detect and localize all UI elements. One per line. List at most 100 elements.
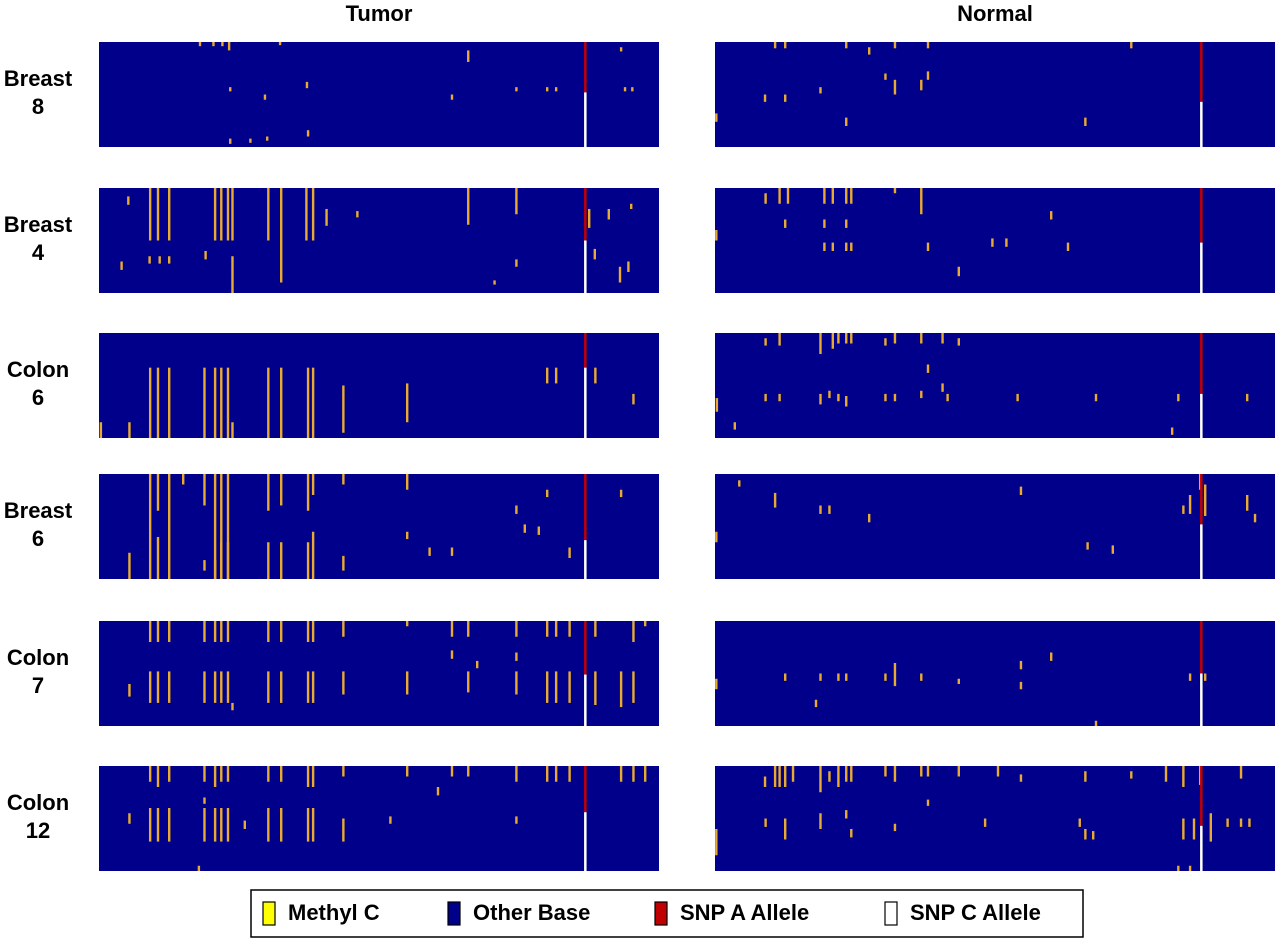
methyl-mark	[168, 474, 171, 579]
methyl-mark	[156, 367, 160, 438]
methyl-mark	[515, 766, 518, 782]
methyl-mark	[212, 42, 215, 47]
methyl-mark	[1019, 681, 1023, 690]
methyl-mark	[920, 79, 923, 91]
methyl-mark	[311, 367, 315, 438]
methyl-mark	[213, 808, 217, 842]
methyl-mark	[99, 422, 103, 438]
methyl-mark	[226, 474, 230, 579]
methyl-mark	[450, 650, 454, 659]
methyl-mark	[778, 188, 781, 204]
methyl-mark	[515, 505, 518, 514]
methyl-mark	[306, 130, 310, 137]
methyl-mark	[168, 367, 171, 438]
methyl-mark	[213, 188, 217, 241]
methyl-mark	[168, 671, 171, 703]
methyl-mark	[627, 261, 630, 272]
snp-a-allele	[584, 333, 587, 368]
methyl-mark	[204, 251, 207, 260]
methyl-mark	[325, 209, 328, 226]
methyl-mark	[594, 621, 597, 637]
methyl-mark	[845, 42, 848, 49]
methyl-mark	[554, 671, 558, 703]
methyl-mark	[784, 818, 787, 840]
methyl-mark	[1226, 818, 1229, 827]
methyl-mark	[893, 42, 897, 49]
methyl-mark	[280, 188, 283, 241]
methyl-mark	[203, 766, 206, 782]
methyl-mark	[342, 766, 345, 777]
methyl-mark	[156, 188, 160, 241]
methyl-mark	[786, 188, 790, 204]
methyl-mark	[996, 766, 1000, 777]
methyl-mark	[1050, 211, 1053, 220]
methyl-mark	[450, 547, 454, 556]
methyl-mark	[926, 364, 930, 373]
methyl-mark	[267, 542, 270, 579]
methyl-mark	[1130, 42, 1133, 49]
methyl-mark	[1019, 486, 1023, 495]
methyl-mark	[213, 560, 217, 579]
methyl-mark	[226, 188, 230, 241]
methyl-mark	[920, 766, 923, 777]
methyl-mark	[837, 333, 840, 344]
methyl-mark	[467, 671, 470, 693]
methyl-mark	[715, 398, 719, 412]
methyl-mark	[229, 138, 232, 144]
methyl-mark	[1188, 865, 1192, 871]
sample-name: Colon	[7, 357, 69, 382]
methyl-mark	[168, 256, 171, 264]
methyl-mark	[1084, 771, 1087, 782]
methyl-mark	[220, 621, 223, 642]
methyl-mark	[546, 766, 549, 782]
methyl-mark	[203, 808, 206, 842]
methyl-mark	[715, 829, 718, 856]
methyl-mark	[546, 87, 549, 92]
methyl-mark	[1246, 393, 1249, 402]
methyl-mark	[515, 816, 518, 824]
methyl-mark	[845, 242, 848, 251]
methyl-mark	[926, 242, 930, 251]
methyl-mark	[926, 71, 930, 80]
methyl-mark	[893, 188, 897, 194]
methyl-mark	[280, 542, 283, 579]
methyl-mark	[884, 673, 887, 681]
methyl-mark	[546, 671, 549, 703]
methyl-mark	[784, 766, 787, 787]
methyl-mark	[213, 671, 217, 703]
methyl-mark	[198, 42, 202, 47]
methyl-mark	[814, 699, 818, 708]
snp-a-allele	[584, 766, 587, 813]
methyl-mark	[845, 333, 848, 344]
methyl-mark	[128, 813, 131, 824]
methyl-mark	[168, 808, 171, 842]
methyl-mark	[306, 766, 310, 787]
methyl-mark	[957, 766, 960, 777]
snp-c-allele	[584, 240, 587, 293]
methyl-mark	[128, 422, 131, 438]
read-panel	[715, 42, 1275, 147]
methyl-mark	[941, 333, 944, 344]
methyl-mark	[738, 480, 741, 487]
methyl-mark	[828, 505, 831, 514]
methyl-mark	[957, 678, 960, 684]
methyl-mark	[845, 219, 848, 228]
methyl-mark	[267, 808, 270, 842]
methyl-mark	[213, 367, 217, 438]
snp-a-allele	[1200, 621, 1203, 674]
methyl-mark	[715, 531, 718, 543]
methyl-mark	[203, 367, 206, 438]
methyl-mark	[311, 621, 315, 642]
methyl-mark	[778, 393, 781, 402]
methyl-mark	[593, 248, 596, 260]
methyl-mark	[221, 42, 224, 47]
methyl-mark	[1188, 495, 1192, 514]
methyl-mark	[467, 766, 470, 777]
methyl-mark	[868, 47, 871, 55]
methyl-mark	[306, 808, 310, 842]
methyl-mark	[311, 188, 315, 241]
snp-c-allele	[584, 812, 587, 871]
methyl-mark	[926, 766, 930, 777]
methyl-mark	[342, 671, 345, 695]
methyl-mark	[568, 766, 571, 782]
